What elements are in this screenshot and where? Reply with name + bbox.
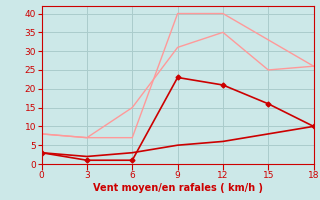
X-axis label: Vent moyen/en rafales ( km/h ): Vent moyen/en rafales ( km/h ) bbox=[92, 183, 263, 193]
